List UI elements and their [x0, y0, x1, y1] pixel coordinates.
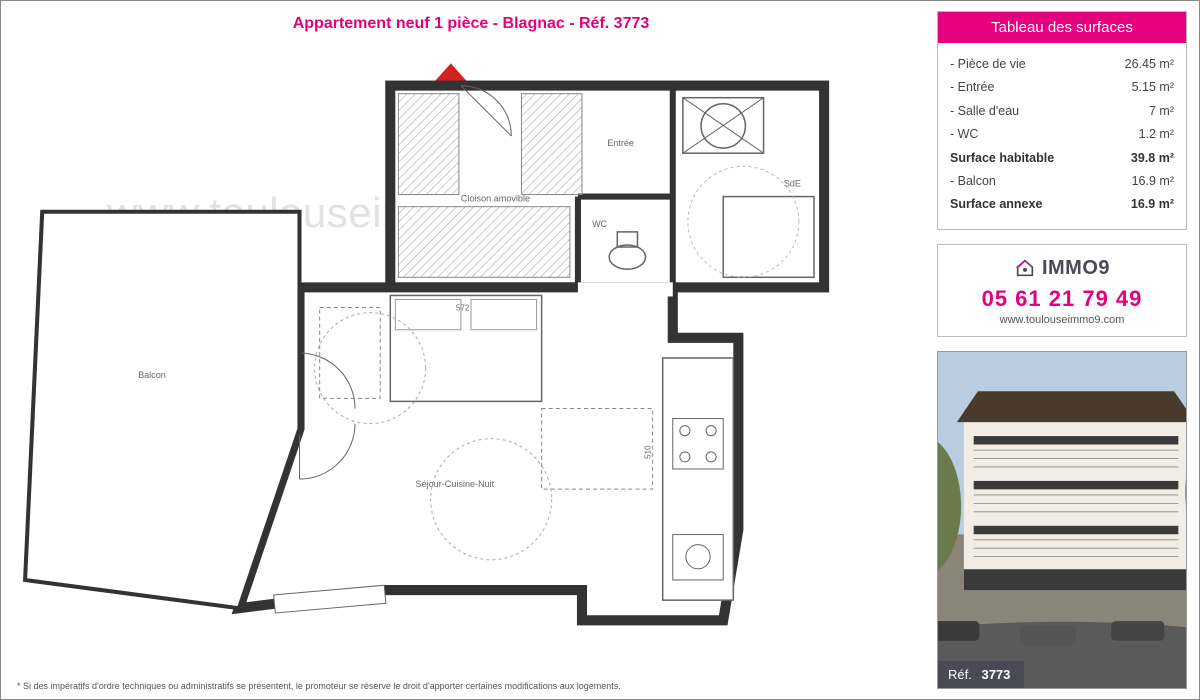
brand-logo: IMMO9 [946, 257, 1178, 280]
surface-label: - WC [950, 125, 978, 144]
upper-rooms [390, 86, 824, 288]
balcon [25, 212, 299, 608]
dim-510: 510 [644, 445, 653, 459]
website-link[interactable]: www.toulouseimmo9.com [946, 314, 1178, 326]
surface-row: - Salle d'eau 7 m² [950, 100, 1174, 123]
property-photo: Réf. 3773 [937, 351, 1187, 689]
footnote: * Si des impératifs d'ordre techniques o… [17, 681, 925, 691]
room-label-balcon: Balcon [138, 370, 166, 380]
floorplan-svg: Entrée SdE WC Cloison amovible [17, 39, 925, 677]
surface-row: Surface annexe 16.9 m² [950, 193, 1174, 216]
surface-value: 26.45 m² [1125, 55, 1174, 74]
surfaces-header: Tableau des surfaces [938, 12, 1186, 43]
room-label-sejour: Séjour-Cuisine-Nuit [416, 479, 495, 489]
surface-row: - Entrée 5.15 m² [950, 76, 1174, 99]
building-render-icon [938, 352, 1186, 688]
floorplan: www.toulouseimmo9.com www.toulouseimmo9.… [17, 39, 925, 677]
surface-value: 7 m² [1149, 102, 1174, 121]
main-room [239, 282, 738, 620]
surface-value: 16.9 m² [1132, 172, 1174, 191]
contact-card: IMMO9 05 61 21 79 49 www.toulouseimmo9.c… [937, 244, 1187, 337]
left-panel: Appartement neuf 1 pièce - Blagnac - Réf… [1, 1, 937, 699]
surface-row: - Balcon 16.9 m² [950, 170, 1174, 193]
surface-label: - Pièce de vie [950, 55, 1026, 74]
surface-label: Surface annexe [950, 195, 1042, 214]
listing-title: Appartement neuf 1 pièce - Blagnac - Réf… [17, 15, 925, 33]
surface-row: Surface habitable 39.8 m² [950, 147, 1174, 170]
phone-number[interactable]: 05 61 21 79 49 [946, 286, 1178, 312]
surface-value: 1.2 m² [1139, 125, 1174, 144]
surface-row: - WC 1.2 m² [950, 123, 1174, 146]
surface-label: - Salle d'eau [950, 102, 1019, 121]
right-panel: Tableau des surfaces - Pièce de vie 26.45… [937, 1, 1199, 699]
dim-572: 572 [456, 304, 470, 313]
surfaces-card: Tableau des surfaces - Pièce de vie 26.45… [937, 11, 1187, 230]
surface-value: 39.8 m² [1131, 149, 1174, 168]
listing-sheet: Appartement neuf 1 pièce - Blagnac - Réf… [0, 0, 1200, 700]
surface-label: - Balcon [950, 172, 996, 191]
brand-name: IMMO9 [1042, 257, 1110, 280]
house-icon [1014, 257, 1036, 279]
surface-value: 5.15 m² [1132, 78, 1174, 97]
surface-row: - Pièce de vie 26.45 m² [950, 53, 1174, 76]
room-label-wc: WC [592, 219, 608, 229]
surface-value: 16.9 m² [1131, 195, 1174, 214]
surface-label: - Entrée [950, 78, 994, 97]
room-label-cloison: Cloison amovible [461, 194, 530, 204]
room-label-sde: SdE [784, 178, 801, 188]
surfaces-table: - Pièce de vie 26.45 m² - Entrée 5.15 m² - S… [938, 43, 1186, 229]
ref-label: Réf. [948, 667, 972, 682]
surface-label: Surface habitable [950, 149, 1054, 168]
room-label-entree: Entrée [607, 138, 634, 148]
ref-badge: Réf. 3773 [938, 661, 1024, 688]
ref-number: 3773 [981, 667, 1010, 682]
